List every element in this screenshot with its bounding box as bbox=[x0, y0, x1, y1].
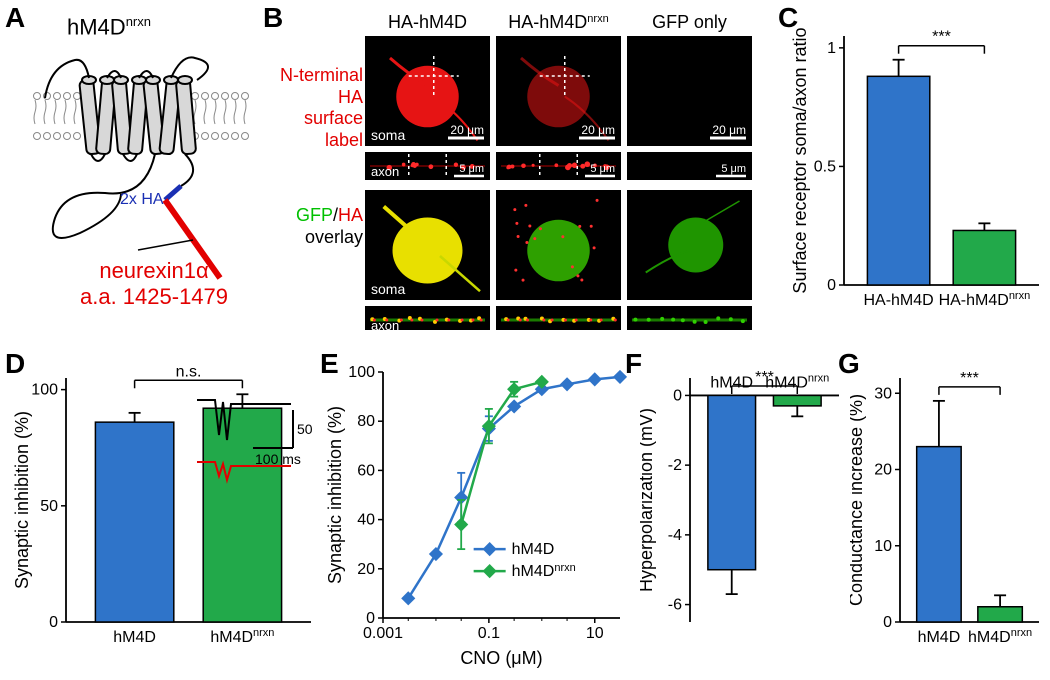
panelB-row1-label: N-terminalHA surfacelabel bbox=[278, 65, 363, 151]
svg-text:0: 0 bbox=[49, 614, 58, 631]
panelA-schematic: hM4Dnrxn 2x HA neurexin1αa.a. 1425-1479 bbox=[25, 18, 260, 323]
svg-text:100 ms: 100 ms bbox=[255, 451, 301, 467]
svg-text:HA-hM4Dnrxn: HA-hM4Dnrxn bbox=[508, 12, 608, 32]
svg-text:***: *** bbox=[932, 29, 951, 46]
panelF-chart: 0-2-4-6Hyperpolarization (mV)hM4DhM4Dnrx… bbox=[640, 360, 845, 670]
svg-text:20: 20 bbox=[874, 462, 892, 479]
svg-text:20 μm: 20 μm bbox=[581, 123, 615, 137]
svg-text:80: 80 bbox=[357, 413, 375, 430]
svg-text:hM4D: hM4D bbox=[512, 541, 555, 558]
svg-text:soma: soma bbox=[371, 281, 405, 297]
svg-text:100: 100 bbox=[31, 382, 58, 399]
svg-text:60: 60 bbox=[357, 462, 375, 479]
panelB-grid: HA-hM4D HA-hM4Dnrxn GFP only soma soma axon ax… bbox=[365, 10, 785, 330]
svg-text:GFP only: GFP only bbox=[652, 12, 727, 32]
svg-text:0: 0 bbox=[827, 277, 836, 294]
svg-text:hM4Dnrxn: hM4Dnrxn bbox=[210, 627, 274, 646]
svg-text:-6: -6 bbox=[668, 597, 682, 614]
panel-label: B bbox=[263, 2, 283, 34]
svg-text:0.001: 0.001 bbox=[363, 625, 403, 642]
svg-text:20 μm: 20 μm bbox=[712, 123, 746, 137]
svg-text:5 μm: 5 μm bbox=[590, 163, 615, 175]
svg-text:HA-hM4D: HA-hM4D bbox=[388, 12, 467, 32]
svg-text:10: 10 bbox=[874, 538, 892, 555]
panel-label: A bbox=[5, 2, 25, 34]
svg-text:HA-hM4Dnrxn: HA-hM4Dnrxn bbox=[939, 290, 1031, 309]
svg-text:n.s.: n.s. bbox=[176, 363, 202, 380]
svg-text:40: 40 bbox=[357, 512, 375, 529]
svg-text:CNO (μM): CNO (μM) bbox=[460, 648, 542, 668]
svg-text:Hyperpolarization (mV): Hyperpolarization (mV) bbox=[640, 408, 656, 592]
svg-text:Synaptic inhibition (%): Synaptic inhibition (%) bbox=[12, 411, 32, 589]
svg-text:axon: axon bbox=[371, 164, 399, 179]
svg-text:0: 0 bbox=[883, 614, 892, 631]
panelD-chart: 0 50 100 Synaptic inhibition (%) hM4D hM4Dnrx… bbox=[12, 360, 317, 670]
panelE-chart: 0204060801000.0010.110Synaptic inhibitio… bbox=[325, 360, 630, 670]
svg-text:hM4Dnrxn: hM4Dnrxn bbox=[512, 562, 576, 580]
svg-text:hM4D: hM4D bbox=[113, 629, 156, 646]
svg-text:soma: soma bbox=[371, 127, 405, 143]
svg-text:10: 10 bbox=[586, 625, 604, 642]
svg-text:0.5: 0.5 bbox=[814, 158, 836, 175]
svg-text:hM4D: hM4D bbox=[918, 629, 961, 646]
svg-text:5 μm: 5 μm bbox=[459, 163, 484, 175]
svg-text:0: 0 bbox=[673, 387, 682, 404]
svg-text:hM4Dnrxn: hM4Dnrxn bbox=[968, 627, 1032, 646]
svg-text:20 μm: 20 μm bbox=[450, 123, 484, 137]
panelA-ha-label: 2x HA bbox=[120, 191, 164, 209]
panelC-chart: 0 0.5 1 Surface receptor soma/axon ratio HA-… bbox=[790, 18, 1045, 333]
svg-text:***: *** bbox=[960, 370, 979, 387]
svg-text:30: 30 bbox=[874, 385, 892, 402]
svg-text:50: 50 bbox=[40, 498, 58, 515]
svg-text:0.1: 0.1 bbox=[478, 625, 500, 642]
panelB-row2-label: GFP/HAoverlay bbox=[278, 205, 363, 248]
svg-text:-4: -4 bbox=[668, 527, 682, 544]
panelA-peptide-label: neurexin1αa.a. 1425-1479 bbox=[80, 258, 228, 311]
svg-text:-2: -2 bbox=[668, 457, 682, 474]
svg-text:20: 20 bbox=[357, 561, 375, 578]
svg-text:Conductance increase (%): Conductance increase (%) bbox=[850, 394, 866, 606]
svg-text:axon: axon bbox=[371, 318, 399, 330]
svg-text:HA-hM4D: HA-hM4D bbox=[863, 292, 933, 309]
svg-text:50 pA: 50 pA bbox=[297, 421, 317, 437]
panelG-chart: 0 10 20 30 Conductance increase (%) hM4D hM4Dn… bbox=[850, 360, 1045, 670]
svg-text:100: 100 bbox=[348, 364, 375, 381]
svg-text:1: 1 bbox=[827, 40, 836, 57]
svg-text:Surface receptor soma/axon rat: Surface receptor soma/axon ratio bbox=[790, 27, 810, 293]
svg-text:Synaptic inhibition (%): Synaptic inhibition (%) bbox=[325, 406, 345, 584]
svg-text:***: *** bbox=[755, 369, 774, 386]
panelA-title: hM4Dnrxn bbox=[67, 14, 151, 40]
svg-text:5 μm: 5 μm bbox=[721, 163, 746, 175]
